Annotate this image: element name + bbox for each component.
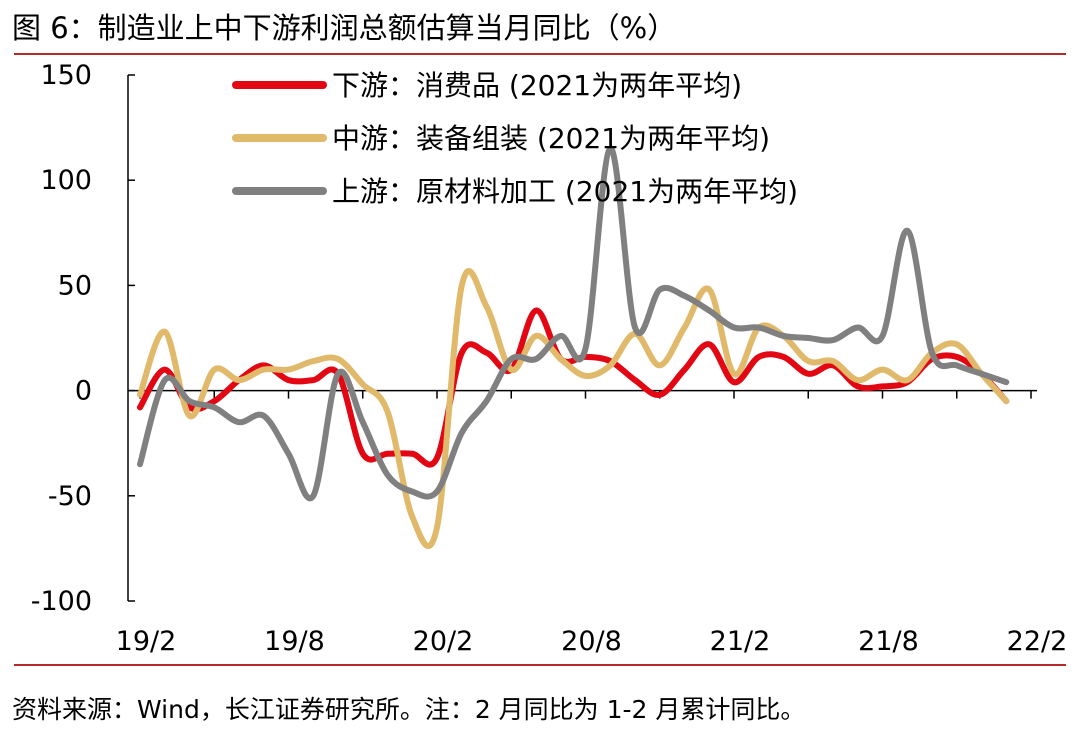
x-tick-label: 20/2 <box>413 626 474 657</box>
source-note: 资料来源：Wind，长江证券研究所。注：2 月同比为 1-2 月累计同比。 <box>12 695 806 724</box>
series-layer <box>137 145 1010 549</box>
title-divider <box>14 53 1066 55</box>
y-tick-label: 0 <box>75 376 92 407</box>
y-tick-label: -50 <box>48 481 92 512</box>
chart-legend: 下游：消费品 (2021为两年平均) 中游：装备组装 (2021为两年平均) 上游：… <box>232 69 798 208</box>
legend-label-upstream: 上游：原材料加工 (2021为两年平均) <box>332 175 798 208</box>
series-line-midstream <box>137 268 1010 549</box>
legend-label-midstream: 中游：装备组装 (2021为两年平均) <box>332 122 770 155</box>
y-tick-label: -100 <box>31 586 92 617</box>
series-line-downstream <box>137 307 1010 468</box>
x-tick-label: 21/8 <box>858 626 919 657</box>
x-tick-label: 21/2 <box>710 626 771 657</box>
chart-axes: 150 100 50 0 -50 -100 19/2 19/8 20/2 20/8 21/2 21/8… <box>31 60 1068 657</box>
legend-label-downstream: 下游：消费品 (2021为两年平均) <box>332 69 742 102</box>
y-tick-label: 50 <box>58 270 92 301</box>
y-tick-label: 100 <box>40 165 92 196</box>
x-tick-label: 19/8 <box>264 626 325 657</box>
y-tick-label: 150 <box>40 60 92 91</box>
chart-title: 图 6：制造业上中下游利润总额估算当月同比（%） <box>12 11 677 45</box>
x-tick-label: 20/8 <box>561 626 622 657</box>
x-tick-label: 22/2 <box>1007 626 1068 657</box>
series-line-upstream <box>137 145 1010 502</box>
source-divider <box>14 664 1066 666</box>
x-tick-label: 19/2 <box>116 626 177 657</box>
